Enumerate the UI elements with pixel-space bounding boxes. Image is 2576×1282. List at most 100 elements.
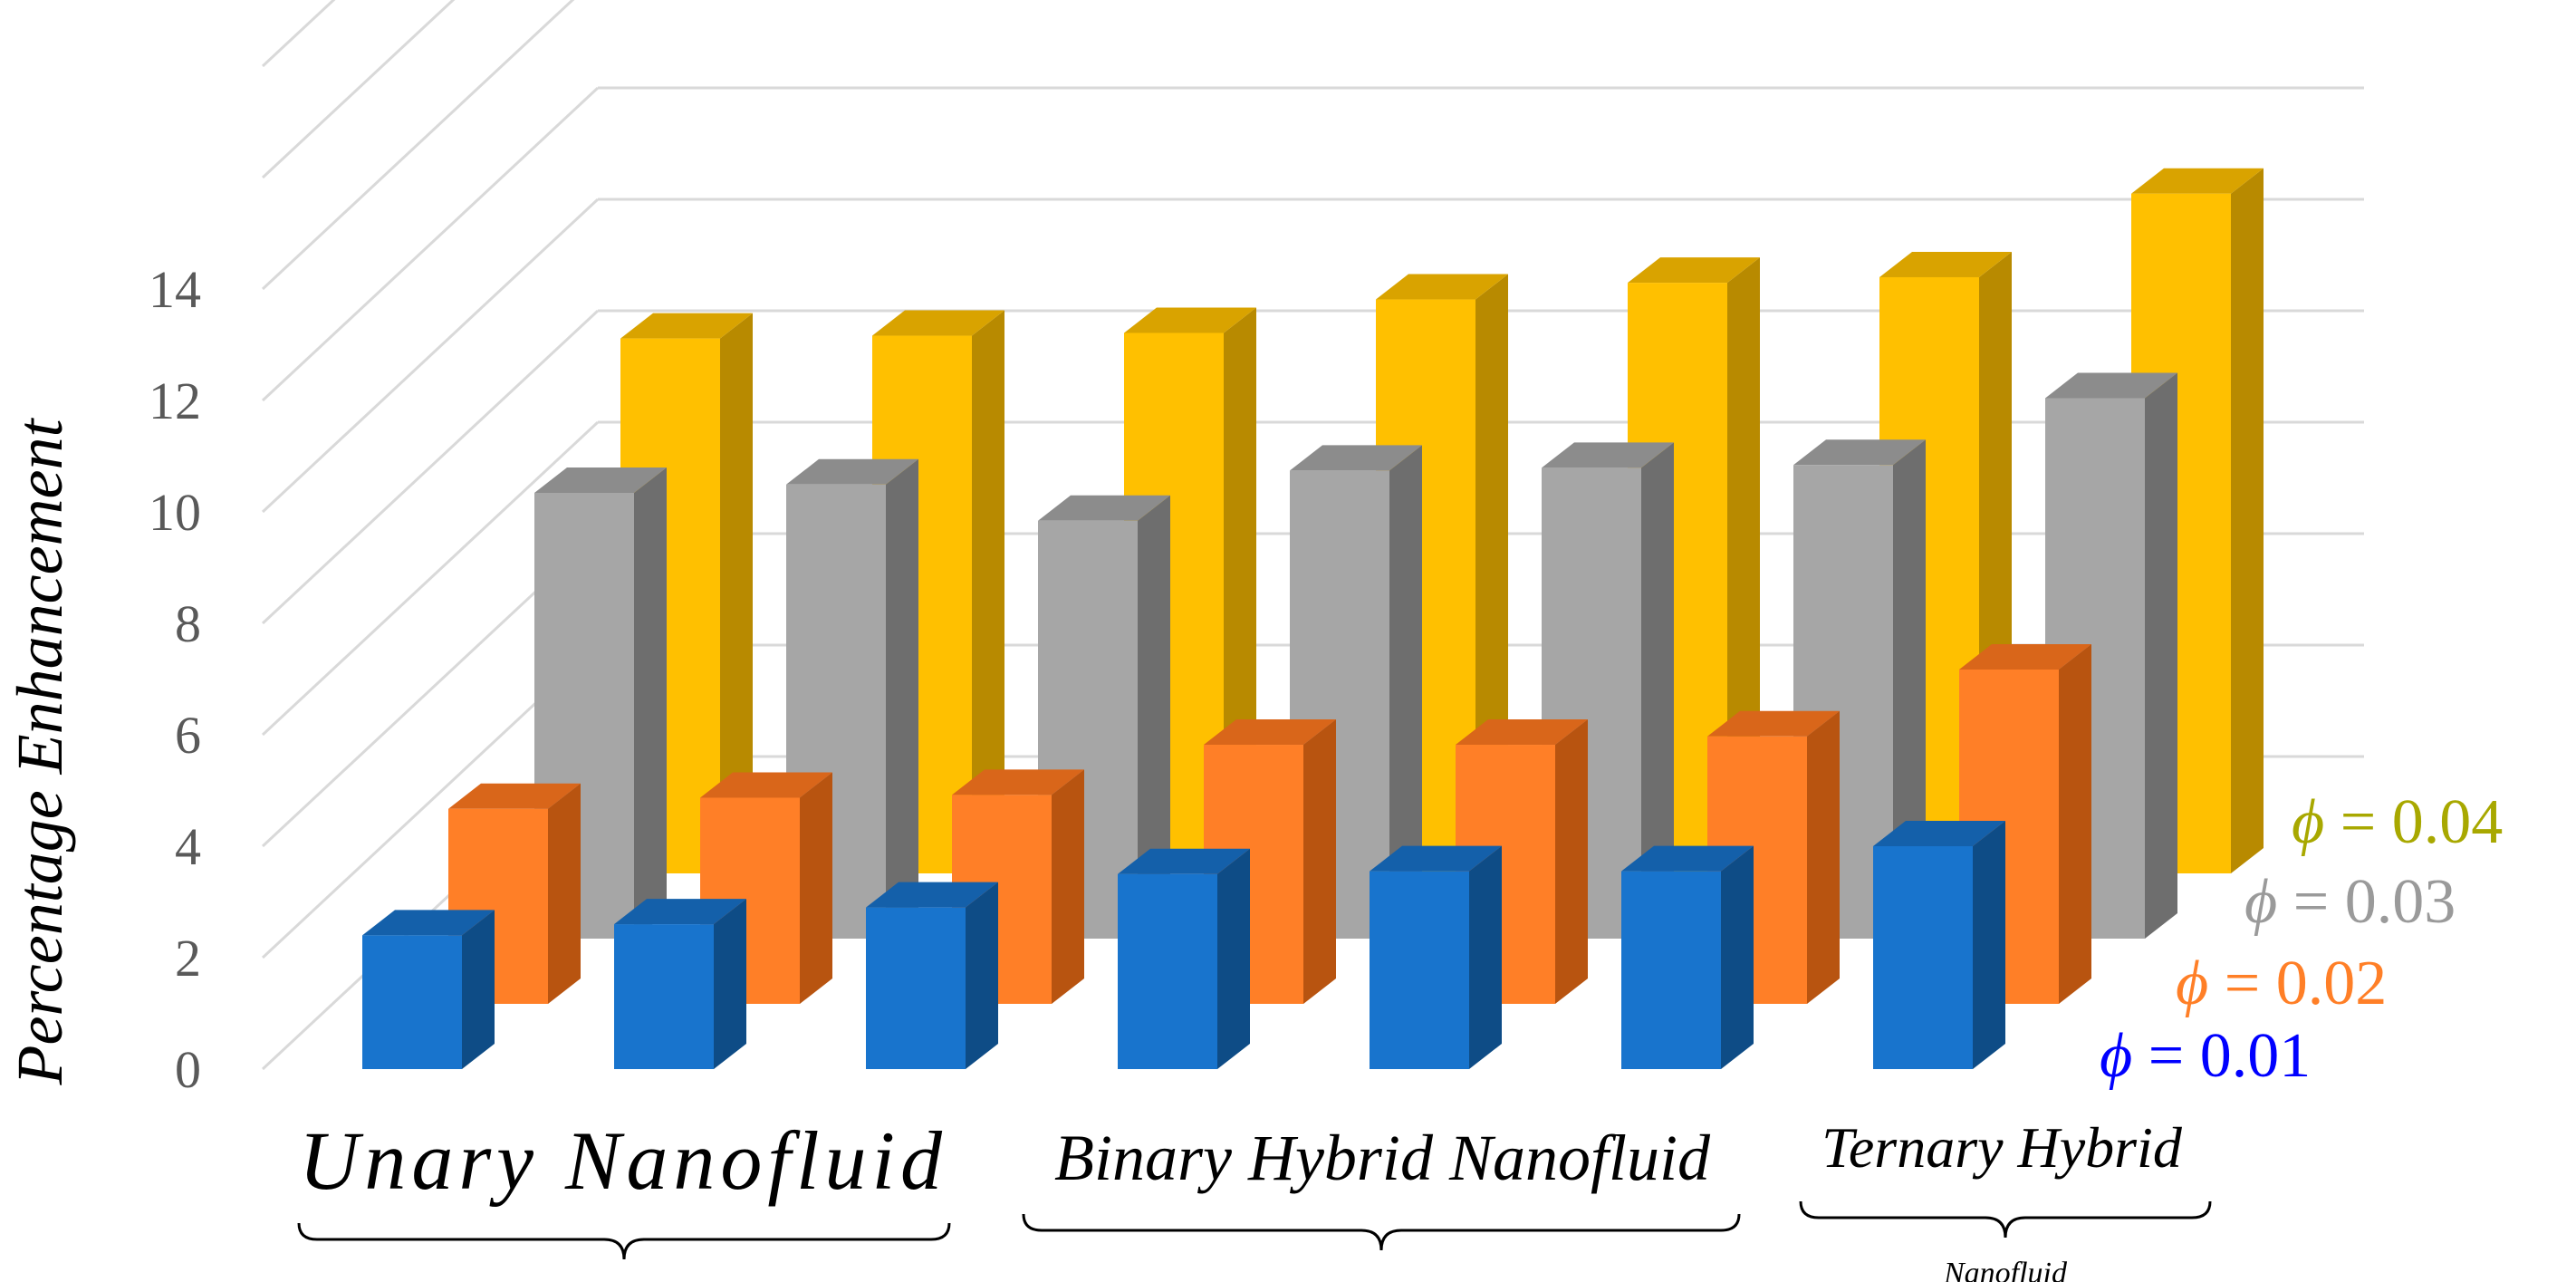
bar-top <box>362 910 495 936</box>
y-tick-label: 6 <box>175 706 201 765</box>
series-label-value: 0.01 <box>2200 1021 2312 1091</box>
series-label-eq: = <box>2132 1021 2199 1091</box>
gridline-side <box>261 0 456 179</box>
gridline-side <box>261 198 600 514</box>
y-tick-label: 14 <box>149 260 201 319</box>
bar-top <box>1793 439 1926 466</box>
bar-0.01-4 <box>1118 848 1250 1069</box>
gridline-side <box>261 309 600 625</box>
bar-side <box>1052 769 1084 1004</box>
bar-side <box>1217 848 1250 1069</box>
bar-top <box>2045 372 2177 399</box>
series-label-value: 0.02 <box>2276 949 2388 1018</box>
y-tick-label: 10 <box>149 483 201 542</box>
bar-front <box>1873 846 1973 1069</box>
series-label-symbol: ϕ <box>2100 1021 2132 1091</box>
bar-side <box>1807 710 1840 1004</box>
bar-top <box>1621 845 1754 872</box>
series-label-symbol: ϕ <box>2292 787 2324 857</box>
bar-side <box>1641 442 1674 939</box>
bar-side <box>966 882 998 1069</box>
series-label-value: 0.04 <box>2392 787 2504 857</box>
bar-front <box>614 924 714 1069</box>
bar-top <box>1873 821 2005 846</box>
group-brace <box>1799 1200 2212 1239</box>
group-brace <box>297 1222 951 1260</box>
bar-top <box>1376 274 1508 300</box>
gridline-side <box>261 0 575 291</box>
bar-side <box>2231 168 2264 873</box>
bar-top <box>1204 719 1336 746</box>
group-label: Ternary Hybrid <box>1821 1115 2183 1180</box>
bar-top <box>1707 710 1840 737</box>
bar-0.01-7 <box>1873 821 2005 1069</box>
series-labels: ϕ = 0.01ϕ = 0.02ϕ = 0.03ϕ = 0.04 <box>2100 787 2503 1091</box>
bar-side <box>1973 821 2005 1069</box>
bar-0.03-2 <box>786 458 918 939</box>
bar-top <box>1456 719 1588 746</box>
bar-side <box>800 772 832 1004</box>
gridline-side <box>261 86 600 402</box>
bar-side <box>1469 845 1502 1069</box>
bar-front <box>1370 871 1469 1069</box>
bar-0.01-3 <box>866 882 998 1069</box>
bar-top <box>1124 307 1256 333</box>
group-brace <box>1022 1213 1741 1251</box>
series-label-0.04: ϕ = 0.04 <box>2292 787 2503 857</box>
y-tick-label: 12 <box>149 371 201 430</box>
bar-side <box>1893 439 1926 939</box>
y-tick-label: 8 <box>175 594 201 653</box>
bar-top <box>1628 257 1760 284</box>
bar-side <box>714 899 746 1069</box>
bar-top <box>1118 848 1250 874</box>
group-sublabel: Nanofluid <box>1943 1257 2068 1282</box>
bar-side <box>2145 372 2177 939</box>
group-label: Binary Hybrid Nanofluid <box>1054 1122 1711 1194</box>
bar-side <box>1138 495 1170 939</box>
bar-top <box>952 769 1084 795</box>
bar-top <box>1038 495 1170 521</box>
bar-top <box>620 313 753 339</box>
bar-top <box>1542 442 1674 468</box>
bar-0.01-6 <box>1621 845 1754 1069</box>
bar-top <box>448 783 581 809</box>
bar-side <box>548 783 581 1004</box>
bar-side <box>634 467 667 939</box>
bar-top <box>872 310 1004 336</box>
bar-side <box>462 910 495 1069</box>
y-tick-label: 0 <box>175 1040 201 1099</box>
series-label-0.01: ϕ = 0.01 <box>2100 1021 2311 1091</box>
bar-top <box>1879 251 2012 277</box>
group-labels: Unary Nanofluid Binary Hybrid Nanofluid Te… <box>297 1114 2212 1282</box>
bar-0.01-1 <box>362 910 495 1069</box>
bar-top <box>700 772 832 798</box>
group-label: Unary Nanofluid <box>299 1114 947 1207</box>
series-label-symbol: ϕ <box>2244 867 2277 937</box>
bar-front <box>1118 873 1217 1069</box>
bar-top <box>866 882 998 908</box>
bars <box>362 168 2264 1069</box>
series-label-eq: = <box>2208 949 2275 1018</box>
bar-front <box>1621 871 1721 1069</box>
y-axis-ticks: 0 2 4 6 8 10 12 14 <box>149 260 201 1099</box>
gridline-side <box>261 0 336 68</box>
series-label-eq: = <box>2324 787 2391 857</box>
bar-top <box>786 458 918 485</box>
y-tick-label: 2 <box>175 929 201 988</box>
bar-0.01-2 <box>614 899 746 1069</box>
gridline-side <box>261 420 600 737</box>
bar-side <box>2059 644 2091 1004</box>
bar-top <box>1290 445 1422 471</box>
bar-side <box>1721 845 1754 1069</box>
y-tick-label: 4 <box>175 817 201 876</box>
bar-top <box>2131 168 2264 194</box>
bar-side <box>1389 445 1422 939</box>
bar-side <box>886 458 918 939</box>
bar-side <box>1555 719 1588 1004</box>
series-label-0.03: ϕ = 0.03 <box>2244 867 2456 937</box>
bar-top <box>1370 845 1502 872</box>
series-label-0.02: ϕ = 0.02 <box>2176 949 2387 1018</box>
bar-top <box>1959 644 2091 670</box>
bar-0.01-5 <box>1370 845 1502 1069</box>
